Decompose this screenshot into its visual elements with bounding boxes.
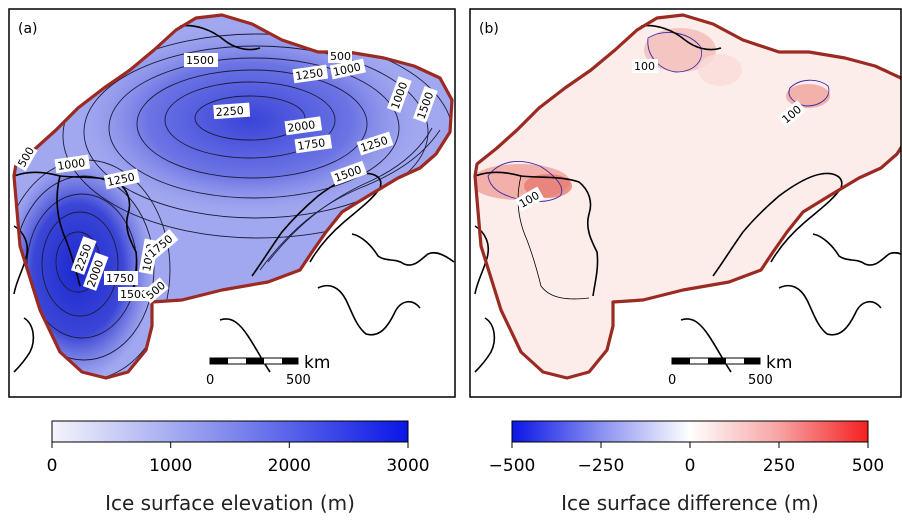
colorbar-title: Ice surface difference (m): [561, 491, 819, 515]
scalebar-unit: km: [766, 353, 792, 373]
colorbar-tick: 2000: [268, 456, 311, 476]
panel-b-contour-labels: 100 100 100: [514, 59, 807, 212]
scalebar-tick-0: 0: [668, 373, 676, 388]
colorbar-tick: −500: [489, 456, 536, 476]
colorbar-title: Ice surface elevation (m): [105, 491, 355, 515]
colorbar-a: 0 1000 2000 3000 Ice surface elevation (…: [47, 420, 430, 515]
colorbar-b: −500 −250 0 250 500 Ice surface differen…: [489, 420, 884, 515]
panel-a-scalebar: 0 500 km: [206, 353, 330, 388]
colorbar-tick: 0: [685, 456, 696, 476]
colorbar-tick: 1000: [149, 456, 192, 476]
panel-b-frame: [469, 8, 902, 398]
colorbar-tick: −250: [578, 456, 625, 476]
contour-label: 1500: [120, 288, 148, 301]
colorbar-tick: 0: [47, 456, 58, 476]
contour-label: 500: [330, 50, 351, 63]
contour-label: 1500: [186, 54, 214, 67]
contour-label: 1750: [106, 272, 134, 285]
contour-label: 1750: [297, 136, 327, 153]
panel-b-map: [470, 9, 901, 397]
panel-b-scalebar: 0 500 km: [668, 353, 792, 388]
contour-label: 100: [634, 60, 655, 73]
panel-a-map: [9, 9, 455, 397]
contour-label: 2000: [287, 118, 317, 135]
panel-a-frame: [8, 8, 456, 398]
colorbar-tick: 3000: [386, 456, 429, 476]
scalebar-tick-0: 0: [206, 373, 214, 388]
scalebar-tick-500: 500: [748, 373, 773, 388]
contour-label: 1000: [57, 156, 87, 173]
contour-label: 1250: [295, 66, 325, 83]
scalebar-unit: km: [304, 353, 330, 373]
panel-b-label: (b): [479, 21, 499, 37]
contour-label: 2250: [215, 104, 244, 119]
contour-label: 1250: [106, 170, 136, 189]
coastlines: [474, 24, 901, 373]
colorbar-tick: 500: [852, 456, 884, 476]
scalebar-tick-500: 500: [286, 373, 311, 388]
panel-a-label: (a): [18, 21, 38, 37]
contour-label: 1000: [332, 60, 362, 79]
colorbar-tick: 250: [763, 456, 795, 476]
